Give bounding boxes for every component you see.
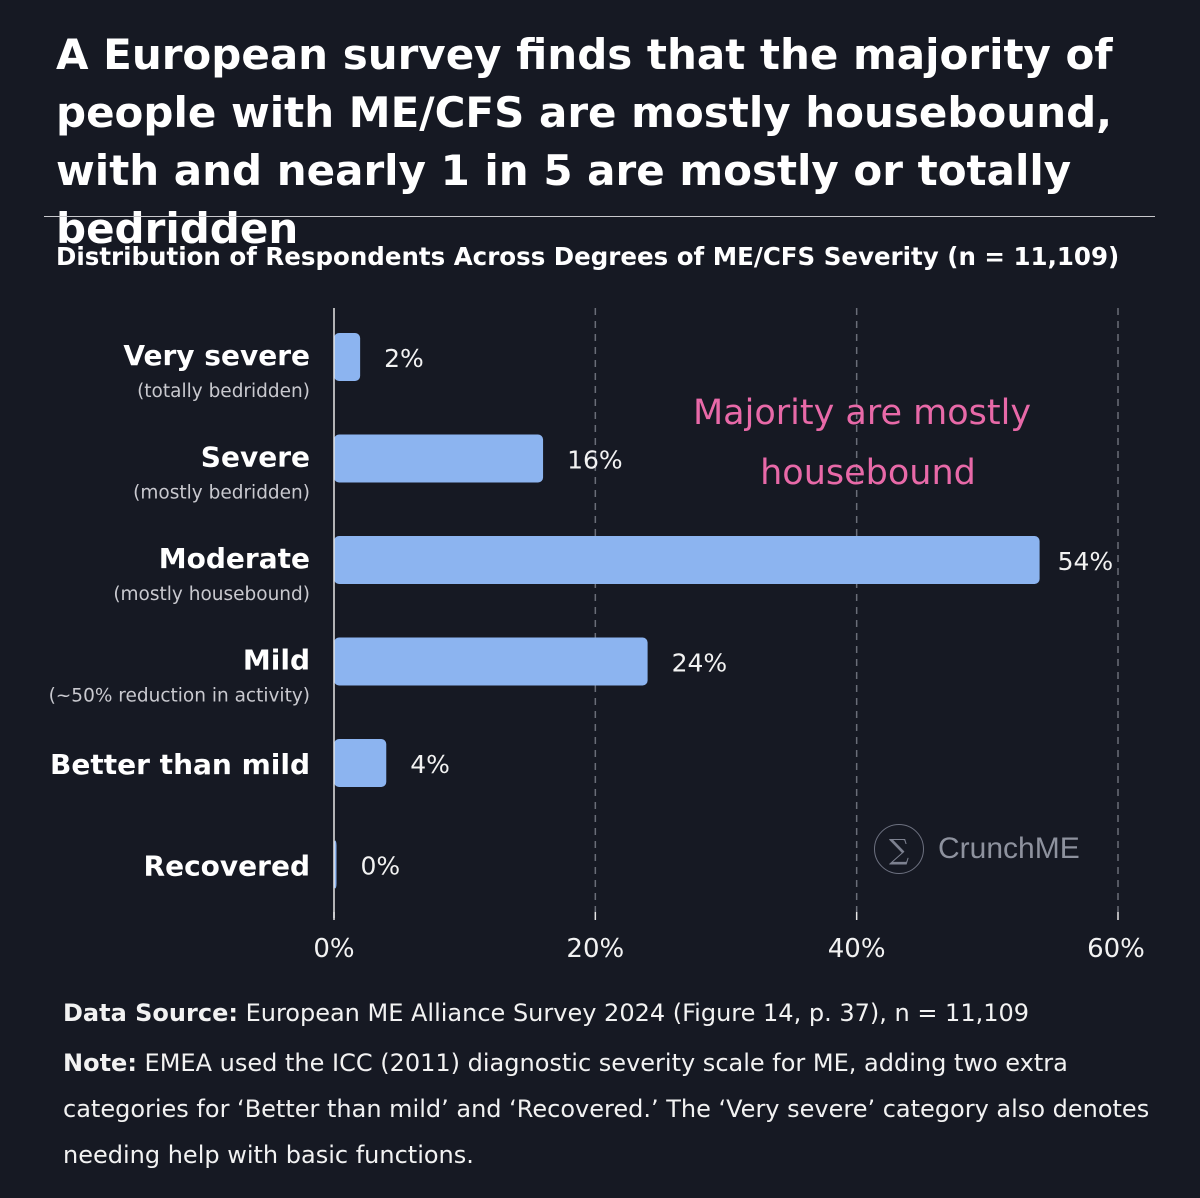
bar — [334, 739, 387, 787]
category-labels: Very severe (totally bedridden) Severe (mos… — [49, 339, 310, 883]
category-label: Very severe — [123, 339, 310, 372]
category-label: Mild — [243, 644, 310, 677]
bar — [334, 434, 544, 483]
x-tick-label: 60% — [1087, 934, 1145, 964]
bar — [334, 637, 648, 686]
category-sublabel: (mostly bedridden) — [133, 483, 310, 504]
value-label: 24% — [672, 649, 728, 678]
x-tick-label: 0% — [313, 934, 354, 964]
note-text: EMEA used the ICC (2011) diagnostic seve… — [63, 1049, 1150, 1169]
footer: Data Source: European ME Alliance Survey… — [63, 990, 1153, 1178]
title-divider — [44, 216, 1155, 217]
category-label: Better than mild — [50, 748, 310, 781]
grid-lines — [594, 308, 1119, 912]
value-label: 16% — [567, 446, 623, 475]
category-label: Recovered — [144, 850, 310, 883]
category-sublabel: (totally bedridden) — [137, 381, 310, 402]
note: Note: EMEA used the ICC (2011) diagnosti… — [63, 1040, 1153, 1178]
annotation-line-2: housebound — [760, 453, 976, 493]
data-source-text: European ME Alliance Survey 2024 (Figure… — [237, 999, 1030, 1027]
x-tick-label: 40% — [828, 934, 886, 964]
brand-logo: ∑ CrunchME — [874, 824, 1080, 874]
x-tick-label: 20% — [566, 934, 624, 964]
bar — [334, 536, 1040, 584]
note-label: Note: — [63, 1049, 137, 1077]
category-sublabel: (~50% reduction in activity) — [49, 686, 310, 707]
value-label: 2% — [384, 344, 424, 373]
value-label: 4% — [410, 750, 450, 779]
x-axis: 0% 20% 40% 60% — [313, 308, 1145, 964]
annotation-line-1: Majority are mostly — [693, 393, 1031, 433]
brand-name: CrunchME — [938, 832, 1080, 865]
category-label: Severe — [201, 441, 310, 474]
data-source: Data Source: European ME Alliance Survey… — [63, 990, 1153, 1036]
bar — [334, 333, 361, 381]
data-source-label: Data Source: — [63, 999, 238, 1027]
chart-title: A European survey finds that the majorit… — [56, 30, 1113, 253]
value-label: 54% — [1058, 547, 1114, 576]
category-sublabel: (mostly housebound) — [113, 584, 310, 605]
value-label: 0% — [361, 852, 401, 881]
bars: 2% 16% 54% 24% 4% 0% — [334, 333, 1113, 889]
sigma-icon: ∑ — [874, 824, 924, 874]
chart-subtitle: Distribution of Respondents Across Degre… — [56, 242, 1120, 271]
category-label: Moderate — [159, 542, 310, 575]
